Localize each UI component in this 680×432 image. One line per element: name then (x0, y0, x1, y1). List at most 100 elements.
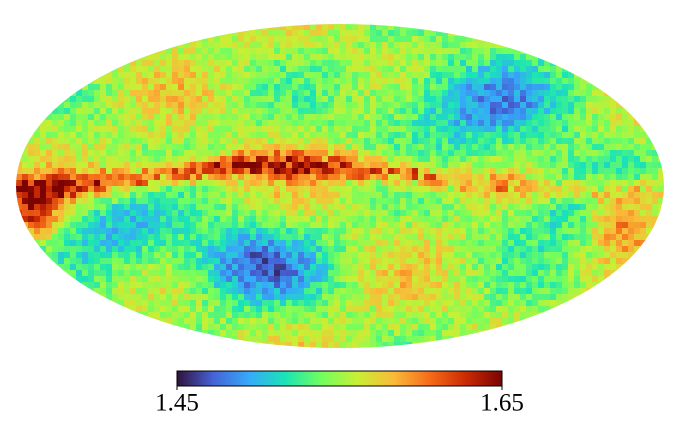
map-pixel (286, 294, 293, 301)
map-pixel (112, 216, 119, 223)
map-pixel (100, 150, 107, 157)
map-pixel (370, 108, 377, 115)
map-pixel (298, 276, 305, 283)
map-pixel (46, 192, 53, 199)
map-pixel (424, 54, 431, 61)
map-pixel (460, 132, 467, 139)
map-pixel (508, 102, 515, 109)
map-pixel (232, 84, 239, 91)
map-pixel (370, 336, 377, 343)
map-pixel (556, 300, 563, 307)
map-pixel (214, 282, 221, 289)
map-pixel (376, 258, 383, 265)
map-pixel (34, 198, 41, 205)
map-pixel (334, 108, 341, 115)
map-pixel (556, 96, 563, 103)
colorbar-tick-label: 1.65 (480, 390, 524, 417)
map-pixel (124, 72, 131, 79)
map-pixel (238, 282, 245, 289)
map-pixel (466, 192, 473, 199)
map-pixel (268, 144, 275, 151)
map-pixel (382, 180, 389, 187)
map-pixel (154, 210, 161, 217)
map-pixel (448, 72, 455, 79)
map-pixel (136, 210, 143, 217)
map-pixel (220, 282, 227, 289)
map-pixel (418, 330, 425, 337)
map-pixel (142, 132, 149, 139)
map-pixel (112, 108, 119, 115)
map-pixel (346, 294, 353, 301)
map-pixel (82, 162, 89, 169)
map-pixel (520, 144, 527, 151)
map-pixel (490, 210, 497, 217)
map-pixel (214, 270, 221, 277)
map-pixel (364, 108, 371, 115)
map-pixel (274, 132, 281, 139)
map-pixel (118, 234, 125, 241)
map-pixel (400, 96, 407, 103)
map-pixel (520, 180, 527, 187)
map-pixel (472, 144, 479, 151)
map-pixel (316, 246, 323, 253)
map-pixel (412, 288, 419, 295)
map-pixel (358, 126, 365, 133)
map-pixel (358, 180, 365, 187)
map-pixel (400, 288, 407, 295)
map-pixel (202, 174, 209, 181)
map-pixel (220, 126, 227, 133)
map-pixel (226, 276, 233, 283)
map-pixel (364, 306, 371, 313)
map-pixel (112, 78, 119, 85)
map-pixel (460, 210, 467, 217)
map-pixel (82, 288, 89, 295)
map-pixel (652, 168, 659, 175)
map-pixel (532, 216, 539, 223)
map-pixel (370, 240, 377, 247)
map-pixel (508, 288, 515, 295)
map-pixel (346, 210, 353, 217)
map-pixel (442, 186, 449, 193)
map-pixel (436, 252, 443, 259)
map-pixel (268, 282, 275, 289)
map-pixel (658, 162, 664, 169)
map-pixel (406, 24, 413, 31)
map-pixel (148, 246, 155, 253)
map-pixel (454, 108, 461, 115)
map-pixel (346, 138, 353, 145)
map-pixel (226, 162, 233, 169)
map-pixel (142, 204, 149, 211)
map-pixel (418, 240, 425, 247)
map-pixel (226, 174, 233, 181)
map-pixel (448, 156, 455, 163)
map-pixel (472, 330, 479, 337)
map-pixel (172, 294, 179, 301)
map-pixel (646, 186, 653, 193)
map-pixel (532, 54, 539, 61)
map-pixel (430, 252, 437, 259)
map-pixel (94, 288, 101, 295)
map-pixel (382, 174, 389, 181)
map-pixel (118, 192, 125, 199)
map-pixel (340, 330, 347, 337)
map-pixel (268, 108, 275, 115)
map-pixel (586, 264, 593, 271)
map-pixel (250, 108, 257, 115)
map-pixel (622, 132, 629, 139)
map-pixel (622, 174, 629, 181)
map-pixel (40, 162, 47, 169)
map-pixel (334, 282, 341, 289)
map-pixel (562, 258, 569, 265)
map-pixel (604, 222, 611, 229)
map-pixel (76, 84, 83, 91)
map-pixel (100, 90, 107, 97)
map-pixel (154, 156, 161, 163)
map-pixel (352, 126, 359, 133)
map-pixel (88, 120, 95, 127)
map-pixel (154, 84, 161, 91)
map-pixel (208, 288, 215, 295)
map-pixel (448, 276, 455, 283)
map-pixel (208, 168, 215, 175)
map-pixel (286, 270, 293, 277)
map-pixel (274, 270, 281, 277)
